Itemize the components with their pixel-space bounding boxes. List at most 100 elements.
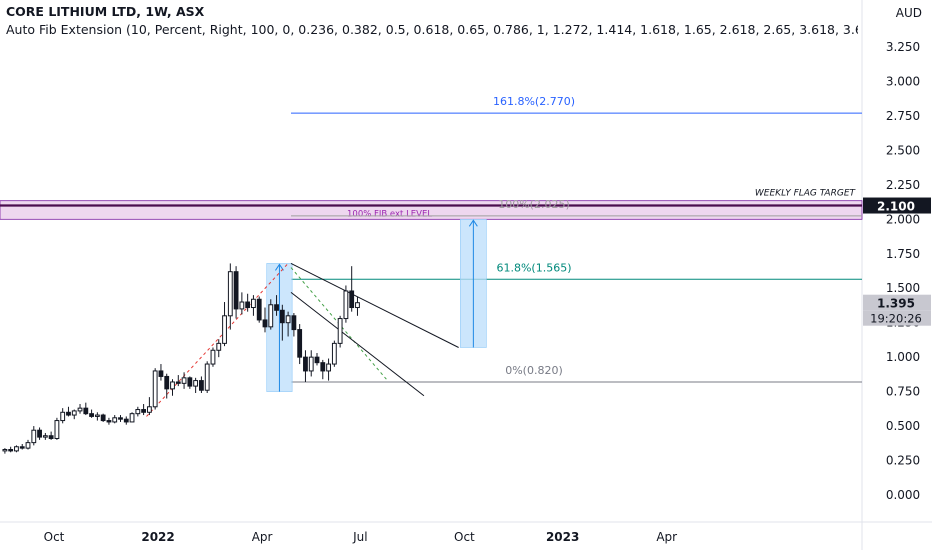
candle[interactable] [343,290,349,320]
projection-box-arrowhead [468,219,478,227]
impulse-trend-line [146,263,289,417]
candle[interactable] [204,363,210,391]
price-tag [863,197,931,214]
candle[interactable] [66,411,71,416]
x-tick-label: Oct [44,530,65,544]
candle[interactable] [355,302,360,309]
candle[interactable] [170,381,175,390]
candle[interactable] [135,409,141,415]
y-tick-label: 3.250 [886,40,920,54]
candle[interactable] [285,315,291,324]
candle[interactable] [118,417,123,420]
y-tick-label: 0.250 [886,454,920,468]
candle[interactable] [199,380,204,391]
candle[interactable] [193,380,199,387]
candle[interactable] [262,319,268,328]
symbol-title[interactable]: CORE LITHIUM LTD, 1W, ASX [6,4,205,19]
countdown-label: 19:20:26 [870,312,922,326]
candle[interactable] [112,417,118,423]
candle[interactable] [83,407,89,415]
indicator-legend[interactable]: Auto Fib Extension (10, Percent, Right, … [6,22,858,37]
candle[interactable] [2,449,8,452]
x-tick-label: Jul [352,530,367,544]
x-tick-label: 2023 [546,530,579,544]
weekly-flag-target-label: WEEKLY FLAG TARGET [755,189,857,199]
candle[interactable] [291,315,297,331]
candle[interactable] [158,370,164,377]
candle[interactable] [37,429,42,438]
candle[interactable] [181,377,187,384]
candle[interactable] [25,442,31,449]
candle[interactable] [349,290,355,309]
candle[interactable] [94,414,100,417]
x-tick-label: Apr [656,530,677,544]
candle[interactable] [152,370,158,408]
candle[interactable] [216,342,222,351]
candle[interactable] [164,375,170,390]
candle[interactable] [210,349,216,365]
candle[interactable] [337,318,343,344]
candle[interactable] [331,342,337,365]
candle[interactable] [31,429,37,444]
candle[interactable] [314,356,320,364]
candle[interactable] [106,420,112,423]
y-tick-label: 0.500 [886,419,920,433]
candle[interactable] [227,271,233,317]
candle[interactable] [14,446,19,452]
candle[interactable] [308,356,314,372]
price-tag-label: 2.100 [877,200,915,214]
candle[interactable] [187,377,193,387]
y-tick-label: 1.750 [886,247,920,261]
candle[interactable] [326,363,331,372]
candle[interactable] [303,356,308,372]
fib-level-label: 100%(2.025) [498,198,570,211]
y-tick-label: 1.000 [886,350,920,364]
candle[interactable] [175,381,181,384]
candle[interactable] [297,329,303,358]
candle[interactable] [54,420,60,439]
y-tick-label: 3.000 [886,74,920,88]
candle[interactable] [123,418,129,423]
candle[interactable] [146,406,152,413]
fib-ext-level-label: 100% FIB ext LEVEL [347,209,432,219]
candle[interactable] [279,309,285,324]
candle[interactable] [89,413,94,417]
currency-label: AUD [895,6,922,20]
flagpole-box-arrowhead [275,263,284,271]
price-tag-label: 1.395 [877,297,915,311]
fib-level-label: 0%(0.820) [505,364,563,377]
candle[interactable] [268,304,274,328]
fib-level-label: 161.8%(2.770) [493,95,575,108]
candle[interactable] [42,435,48,438]
y-tick-label: 0.750 [886,385,920,399]
x-tick-label: 2022 [141,530,174,544]
candle[interactable] [100,414,106,422]
candle[interactable] [245,301,251,309]
candle[interactable] [48,435,54,439]
candle[interactable] [239,301,245,310]
flag-upper-channel [290,262,459,348]
candle[interactable] [77,407,83,412]
y-tick-label: 2.750 [886,109,920,123]
candle[interactable] [60,411,66,422]
candle[interactable] [320,362,326,372]
candle[interactable] [19,446,25,449]
candle[interactable] [256,298,262,321]
candle[interactable] [129,413,135,423]
y-tick-label: 2.000 [886,212,920,226]
candle[interactable] [222,315,227,344]
y-tick-label: 2.250 [886,178,920,192]
y-tick-label: 2.500 [886,143,920,157]
x-tick-label: Apr [252,530,273,544]
y-tick-label: 0.000 [886,488,920,502]
candle[interactable] [251,298,256,309]
candle[interactable] [141,409,147,413]
candle[interactable] [71,410,77,416]
candle[interactable] [233,271,239,310]
price-tag [863,294,931,311]
countdown-tag [863,310,931,326]
candle[interactable] [274,304,279,311]
candle[interactable] [8,449,14,452]
